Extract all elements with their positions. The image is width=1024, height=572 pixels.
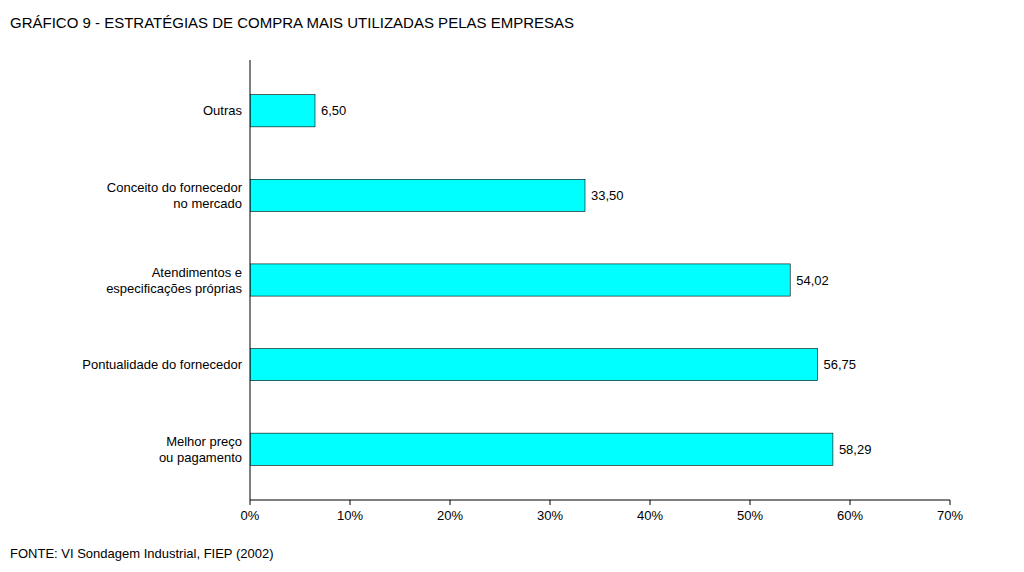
- zero-line: [250, 60, 251, 500]
- category-label: Melhor preçoou pagamento: [159, 434, 242, 465]
- title: GRÁFICO 9 - ESTRATÉGIAS DE COMPRA MAIS U…: [10, 14, 574, 31]
- chart: GRÁFICO 9 - ESTRATÉGIAS DE COMPRA MAIS U…: [0, 0, 1024, 572]
- bar: [250, 433, 833, 465]
- tick: [950, 500, 951, 505]
- x-axis: [250, 500, 950, 501]
- tick-label: 50%: [737, 508, 763, 523]
- category-label: Outras: [203, 103, 243, 118]
- tick: [550, 500, 551, 505]
- value-label: 33,50: [591, 188, 624, 203]
- value-label: 54,02: [796, 273, 829, 288]
- tick: [350, 500, 351, 505]
- tick-label: 10%: [337, 508, 363, 523]
- tick-label: 60%: [837, 508, 863, 523]
- tick-label: 40%: [637, 508, 663, 523]
- bars: [250, 95, 833, 466]
- tick-label: 70%: [937, 508, 963, 523]
- bar: [250, 349, 818, 381]
- tick: [750, 500, 751, 505]
- category-label: Atendimentos eespecificações próprias: [106, 265, 242, 296]
- tick: [450, 500, 451, 505]
- tick-label: 0%: [241, 508, 260, 523]
- tick: [250, 500, 251, 505]
- tick: [650, 500, 651, 505]
- footnote: FONTE: VI Sondagem Industrial, FIEP (200…: [10, 546, 274, 561]
- bar: [250, 95, 315, 127]
- category-label: Conceito do fornecedorno mercado: [107, 180, 243, 211]
- tick-label: 20%: [437, 508, 463, 523]
- value-label: 56,75: [824, 357, 857, 372]
- tick-label: 30%: [537, 508, 563, 523]
- value-label: 58,29: [839, 442, 872, 457]
- category-label: Pontualidade do fornecedor: [82, 357, 242, 372]
- tick: [850, 500, 851, 505]
- bar: [250, 179, 585, 211]
- value-label: 6,50: [321, 103, 346, 118]
- bar: [250, 264, 790, 296]
